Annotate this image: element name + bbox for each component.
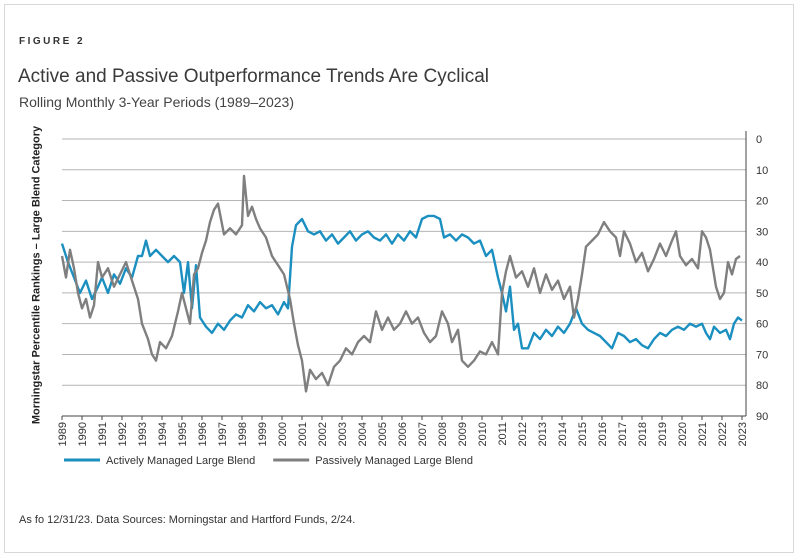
chart-subtitle: Rolling Monthly 3-Year Periods (1989–202… bbox=[19, 94, 294, 110]
figure-frame bbox=[4, 4, 794, 553]
legend: Actively Managed Large Blend Passively Ma… bbox=[64, 455, 473, 467]
x-tick-label-2023: 2023 bbox=[737, 422, 749, 446]
x-tick-label-1998: 1998 bbox=[237, 422, 249, 446]
x-tick-label-2003: 2003 bbox=[337, 422, 349, 446]
x-tick-label-2005: 2005 bbox=[377, 422, 389, 446]
y-tick-label-80: 80 bbox=[756, 380, 768, 392]
y-tick-label-0: 0 bbox=[756, 134, 762, 146]
x-tick-label-2002: 2002 bbox=[317, 422, 329, 446]
x-tick-label-2018: 2018 bbox=[637, 422, 649, 446]
y-tick-label-50: 50 bbox=[756, 288, 768, 300]
x-tick-label-2010: 2010 bbox=[477, 422, 489, 446]
footnote: As fo 12/31/23. Data Sources: Morningsta… bbox=[19, 514, 356, 526]
y-tick-label-10: 10 bbox=[756, 165, 768, 177]
x-tick-label-1991: 1991 bbox=[97, 422, 109, 446]
chart-title: Active and Passive Outperformance Trends… bbox=[18, 66, 489, 87]
y-tick-label-90: 90 bbox=[756, 411, 768, 423]
y-tick-labels: 0 10 20 30 40 50 60 70 80 90 bbox=[756, 134, 768, 423]
figure-label: FIGURE 2 bbox=[19, 36, 86, 47]
series-line-passively-managed-large-blend bbox=[60, 174, 741, 393]
x-tick-label-2019: 2019 bbox=[657, 422, 669, 446]
x-tick-label-2000: 2000 bbox=[277, 422, 289, 446]
x-tick-label-2006: 2006 bbox=[397, 422, 409, 446]
x-tick-label-2016: 2016 bbox=[597, 422, 609, 446]
x-tick-label-2022: 2022 bbox=[717, 422, 729, 446]
x-tick-label-1990: 1990 bbox=[77, 422, 89, 446]
x-tick-label-2012: 2012 bbox=[517, 422, 529, 446]
x-tick-label-1996: 1996 bbox=[197, 422, 209, 446]
x-tick-label-2008: 2008 bbox=[437, 422, 449, 446]
x-tick-label-2009: 2009 bbox=[457, 422, 469, 446]
y-tick-label-40: 40 bbox=[756, 257, 768, 269]
x-tick-label-2014: 2014 bbox=[557, 422, 569, 446]
y-tick-label-30: 30 bbox=[756, 226, 768, 238]
y-tick-label-60: 60 bbox=[756, 319, 768, 331]
gridlines bbox=[62, 138, 746, 417]
x-tick-label-1995: 1995 bbox=[177, 422, 189, 446]
x-tick-label-2017: 2017 bbox=[617, 422, 629, 446]
x-tick-label-2011: 2011 bbox=[497, 422, 509, 446]
x-tick-label-2001: 2001 bbox=[297, 422, 309, 446]
x-tick-label-1993: 1993 bbox=[137, 422, 149, 446]
y-tick-label-70: 70 bbox=[756, 349, 768, 361]
x-tick-label-2013: 2013 bbox=[537, 422, 549, 446]
legend-label-actively-managed-large-blend: Actively Managed Large Blend bbox=[106, 455, 255, 467]
x-tick-label-2021: 2021 bbox=[697, 422, 709, 446]
x-tick-label-2007: 2007 bbox=[417, 422, 429, 446]
x-tick-labels: 1989 1990 1991 1992 1993 1994 1995 1996 1997 1998… bbox=[57, 416, 749, 446]
series-line-actively-managed-large-blend bbox=[60, 214, 743, 350]
x-tick-label-2020: 2020 bbox=[677, 422, 689, 446]
x-tick-label-1989: 1989 bbox=[57, 422, 69, 446]
x-tick-label-1994: 1994 bbox=[157, 422, 169, 446]
y-tick-label-20: 20 bbox=[756, 196, 768, 208]
x-tick-label-1997: 1997 bbox=[217, 422, 229, 446]
legend-label-passively-managed-large-blend: Passively Managed Large Blend bbox=[315, 455, 473, 467]
x-tick-label-1992: 1992 bbox=[117, 422, 129, 446]
x-tick-label-2004: 2004 bbox=[357, 422, 369, 446]
x-tick-label-2015: 2015 bbox=[577, 422, 589, 446]
x-tick-label-1999: 1999 bbox=[257, 422, 269, 446]
